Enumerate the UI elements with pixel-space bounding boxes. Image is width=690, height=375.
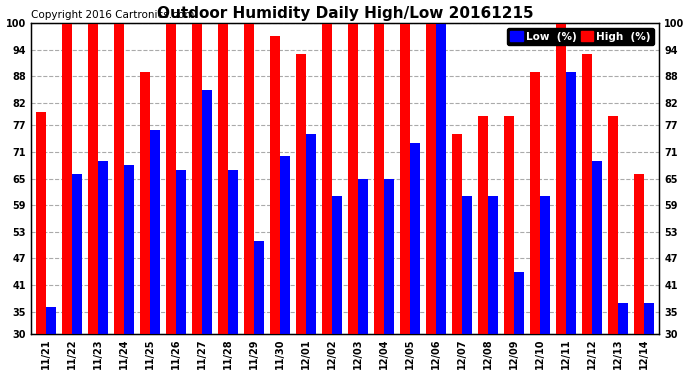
- Bar: [410, 143, 420, 334]
- Bar: [504, 116, 514, 334]
- Bar: [176, 170, 186, 334]
- Text: Copyright 2016 Cartronics.com: Copyright 2016 Cartronics.com: [30, 10, 194, 20]
- Bar: [452, 134, 462, 334]
- Bar: [322, 23, 332, 334]
- Bar: [644, 303, 653, 334]
- Bar: [530, 72, 540, 334]
- Bar: [37, 112, 46, 334]
- Bar: [478, 116, 488, 334]
- Bar: [150, 130, 160, 334]
- Bar: [400, 23, 410, 334]
- Bar: [462, 196, 472, 334]
- Bar: [582, 54, 592, 334]
- Bar: [62, 23, 72, 334]
- Bar: [608, 116, 618, 334]
- Bar: [358, 178, 368, 334]
- Legend: Low  (%), High  (%): Low (%), High (%): [507, 28, 654, 45]
- Bar: [218, 23, 228, 334]
- Bar: [306, 134, 316, 334]
- Bar: [332, 196, 342, 334]
- Bar: [254, 241, 264, 334]
- Bar: [270, 36, 280, 334]
- Bar: [384, 178, 394, 334]
- Bar: [280, 156, 290, 334]
- Bar: [166, 23, 176, 334]
- Bar: [540, 196, 550, 334]
- Bar: [98, 161, 108, 334]
- Bar: [436, 23, 446, 334]
- Bar: [228, 170, 238, 334]
- Bar: [348, 23, 358, 334]
- Bar: [202, 90, 212, 334]
- Bar: [592, 161, 602, 334]
- Bar: [88, 23, 98, 334]
- Title: Outdoor Humidity Daily High/Low 20161215: Outdoor Humidity Daily High/Low 20161215: [157, 6, 533, 21]
- Bar: [618, 303, 628, 334]
- Bar: [426, 23, 436, 334]
- Bar: [46, 308, 56, 334]
- Bar: [514, 272, 524, 334]
- Bar: [566, 72, 575, 334]
- Bar: [115, 23, 124, 334]
- Bar: [124, 165, 134, 334]
- Bar: [244, 23, 254, 334]
- Bar: [193, 23, 202, 334]
- Bar: [296, 54, 306, 334]
- Bar: [634, 174, 644, 334]
- Bar: [488, 196, 497, 334]
- Bar: [556, 23, 566, 334]
- Bar: [374, 23, 384, 334]
- Bar: [72, 174, 82, 334]
- Bar: [140, 72, 150, 334]
